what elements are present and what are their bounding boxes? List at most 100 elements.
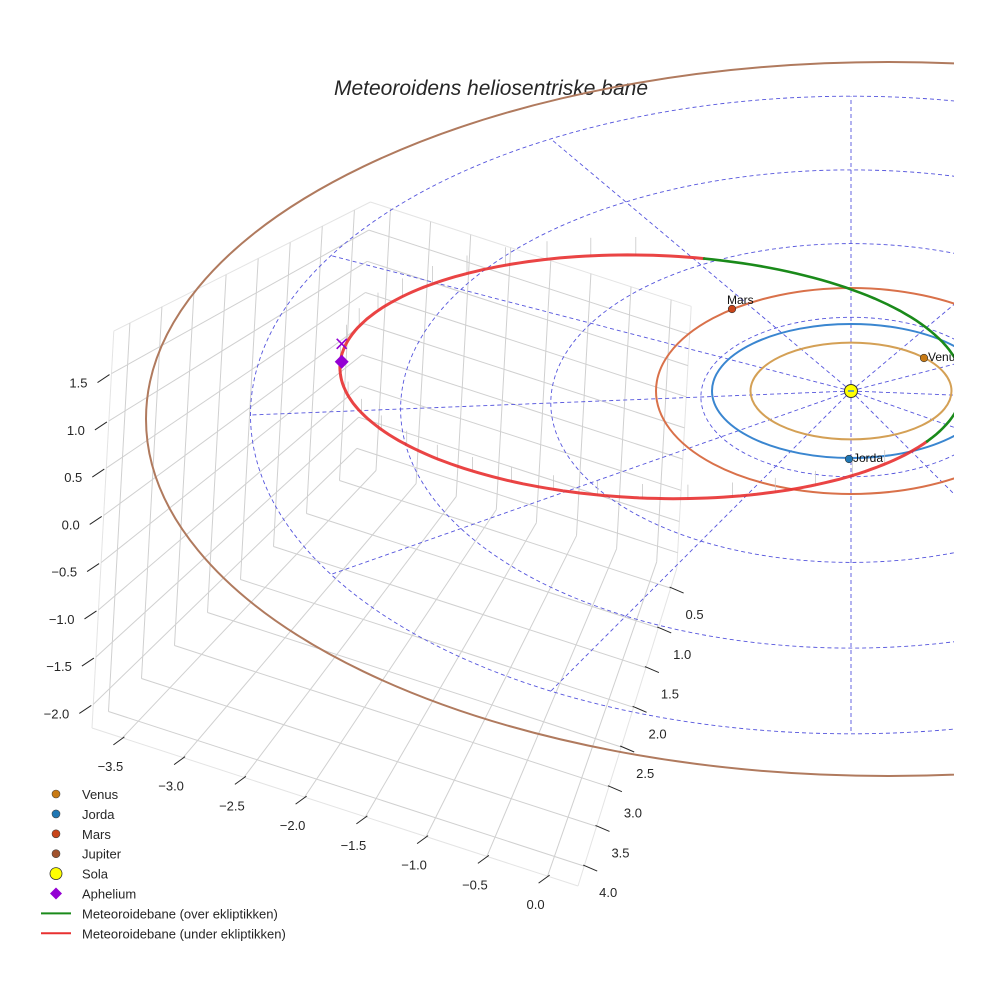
grid-line-back-pane <box>455 234 472 497</box>
legend-label: Meteoroidebane (over ekliptikken) <box>82 906 278 921</box>
grid-line-back-pane <box>616 286 632 549</box>
grid-line-left-pane <box>273 242 291 547</box>
grid-line-left-pane <box>108 260 368 422</box>
z-tick-label: 1.0 <box>67 423 85 438</box>
grid-line-left-pane <box>95 416 359 658</box>
z-tick-mark <box>81 657 95 667</box>
grid-line-left-pane <box>108 322 131 712</box>
pane-edge <box>577 568 678 887</box>
legend-label: Jupiter <box>82 847 122 862</box>
z-tick-label: −2.0 <box>44 706 70 721</box>
grid-line-floor <box>304 509 497 798</box>
y-tick-mark <box>632 705 647 713</box>
y-tick-mark <box>669 586 684 594</box>
z-tick-label: 1.5 <box>69 376 87 391</box>
legend-label: Aphelium <box>82 887 136 902</box>
grid-line-back-pane <box>356 447 678 554</box>
x-tick-label: 0.0 <box>527 897 545 912</box>
grid-line-left-pane <box>100 354 363 563</box>
z-tick-label: 0.5 <box>64 470 82 485</box>
grid-line-left-pane <box>103 323 364 516</box>
grid-line-back-pane <box>535 260 552 523</box>
pane-edge <box>370 201 692 307</box>
grid-line-back-pane <box>368 229 690 335</box>
grid-line-back-pane <box>363 323 685 429</box>
reference-spoke <box>850 303 954 392</box>
meteoroid-orbit-over <box>702 257 954 443</box>
grid-line-left-pane <box>207 274 227 613</box>
x-tick-mark <box>356 815 368 825</box>
y-tick-mark <box>595 824 610 832</box>
legend-marker-sun-icon <box>49 867 63 880</box>
z-tick-label: −0.5 <box>51 565 77 580</box>
grid-line-floor <box>122 470 377 739</box>
grid-line-floor <box>174 645 610 788</box>
plot-area: Mars Venus Jorda <box>145 61 961 777</box>
reference-spoke <box>330 255 852 392</box>
legend-marker-jorda-icon <box>51 809 61 819</box>
reference-ring <box>550 243 954 563</box>
grid-line-floor <box>547 561 658 877</box>
axis-ticks: −3.5 −3.0 −2.5 −2.0 −1.5 −1.0 −0.5 0.0 0.5 1.0 1.5… <box>44 374 704 912</box>
legend-marker-aphelion-icon <box>50 887 62 900</box>
axis-panes <box>91 201 692 887</box>
z-tick-mark <box>92 468 105 478</box>
orbit-jupiter <box>145 61 954 777</box>
x-tick-label: −2.5 <box>219 798 245 813</box>
grid-line-floor <box>243 496 457 778</box>
legend-item: Mars <box>51 827 111 842</box>
reference-spoke <box>330 390 852 575</box>
x-tick-mark <box>538 874 550 884</box>
reference-spoke <box>850 390 954 428</box>
y-tick-label: 3.5 <box>611 845 629 860</box>
grid-line-floor <box>240 579 634 708</box>
z-tick-label: −1.5 <box>46 659 72 674</box>
z-tick-mark <box>94 421 108 431</box>
grid-line-floor <box>486 548 618 857</box>
x-tick-mark <box>416 835 429 845</box>
chart-title: Meteoroidens heliosentriske bane <box>334 77 648 100</box>
reference-spoke <box>550 390 852 692</box>
z-tick-mark <box>86 563 100 573</box>
y-tick-mark <box>583 864 598 872</box>
z-tick-label: −1.0 <box>49 612 75 627</box>
aphelion-projection-x-marker <box>336 338 348 350</box>
legend-item: Sola <box>49 867 109 882</box>
legend-marker-mars-icon <box>51 829 61 839</box>
pane-edge <box>113 201 371 332</box>
z-tick-label: 0.0 <box>62 517 80 532</box>
legend-label: Sola <box>82 867 109 882</box>
grid-line-back-pane <box>367 260 689 367</box>
x-tick-label: −3.0 <box>158 779 184 794</box>
meteoroid-orbit-under <box>338 253 929 501</box>
reference-spoke <box>850 363 954 392</box>
grid-line-back-pane <box>361 354 683 460</box>
pane-edge <box>676 306 692 569</box>
grid-line-left-pane <box>92 448 358 705</box>
legend-marker-jupiter-icon <box>51 849 61 859</box>
grid-line-floor <box>182 483 417 758</box>
grid-line-left-pane <box>306 226 323 514</box>
grid-line-left-pane <box>106 292 366 469</box>
y-tick-label: 4.0 <box>599 885 617 900</box>
x-tick-mark <box>173 756 186 766</box>
planet-label-venus: Venus <box>928 350 961 364</box>
grid-line-back-pane <box>358 416 680 522</box>
planet-marker-mars <box>727 304 737 314</box>
z-tick-mark <box>97 374 110 384</box>
x-tick-mark <box>477 854 490 864</box>
pane-edge <box>91 331 115 729</box>
z-tick-mark <box>79 704 92 714</box>
planet-label-mars: Mars <box>727 293 754 307</box>
legend-label: Jorda <box>82 807 115 822</box>
grid-line-floor <box>306 513 659 629</box>
grid-line-floor <box>339 480 671 589</box>
grid-line-back-pane <box>576 273 592 536</box>
legend-label: Meteoroidebane (under ekliptikken) <box>82 926 286 941</box>
x-tick-label: −3.5 <box>98 759 124 774</box>
legend-item: Meteoroidebane (over ekliptikken) <box>41 906 278 921</box>
grid-line-floor <box>273 546 647 669</box>
legend-item: Jupiter <box>51 847 122 862</box>
legend-marker-venus-icon <box>51 789 61 799</box>
